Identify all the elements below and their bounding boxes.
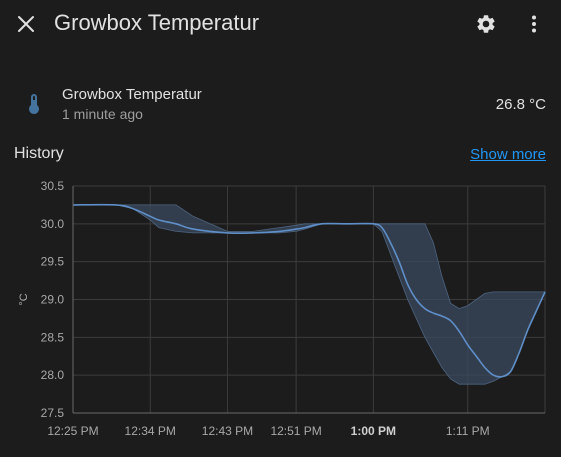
more-menu-button[interactable] <box>516 6 552 42</box>
y-axis-label: °C <box>18 293 30 305</box>
entity-name: Growbox Temperatur <box>62 86 202 103</box>
chart-minmax-band <box>73 204 546 385</box>
series-mean-line <box>72 203 546 378</box>
x-tick-label: 12:34 PM <box>125 424 176 438</box>
y-tick-label: 28.0 <box>41 368 65 382</box>
y-tick-label: 28.5 <box>41 330 65 344</box>
thermometer-icon <box>29 94 39 114</box>
y-tick-label: 30.0 <box>41 217 65 231</box>
gear-icon <box>477 15 495 33</box>
y-tick-label: 27.5 <box>41 406 65 420</box>
series-range-area <box>73 204 546 385</box>
dialog-header: Growbox Temperatur <box>0 0 561 50</box>
x-tick-label: 1:00 PM <box>351 424 396 438</box>
entity-state: 26.8 °C <box>495 96 546 113</box>
y-tick-label: 30.5 <box>41 179 65 193</box>
x-tick-label: 12:25 PM <box>47 424 98 438</box>
dialog-title: Growbox Temperatur <box>54 10 260 35</box>
close-button[interactable] <box>8 6 44 42</box>
close-icon <box>18 16 34 32</box>
settings-button[interactable] <box>467 6 505 42</box>
entity-last-changed: 1 minute ago <box>62 106 143 122</box>
y-tick-label: 29.5 <box>41 255 65 269</box>
show-more-link[interactable]: Show more <box>470 146 546 163</box>
chart-axes: 30.5 30.0 29.5 29.0 28.5 28.0 27.5 12:25 PM 12:3… <box>18 179 545 438</box>
chart-series-line <box>72 203 546 378</box>
history-heading: History <box>14 145 64 162</box>
y-tick-label: 29.0 <box>41 293 65 307</box>
history-chart[interactable]: 30.5 30.0 29.5 29.0 28.5 28.0 27.5 12:25 PM 12:3… <box>0 170 561 457</box>
x-tick-label: 1:11 PM <box>446 424 490 438</box>
entity-row[interactable]: Growbox Temperatur 1 minute ago 26.8 °C <box>0 80 561 128</box>
more-vertical-icon <box>532 15 536 33</box>
x-tick-label: 12:51 PM <box>270 424 321 438</box>
x-tick-label: 12:43 PM <box>202 424 253 438</box>
